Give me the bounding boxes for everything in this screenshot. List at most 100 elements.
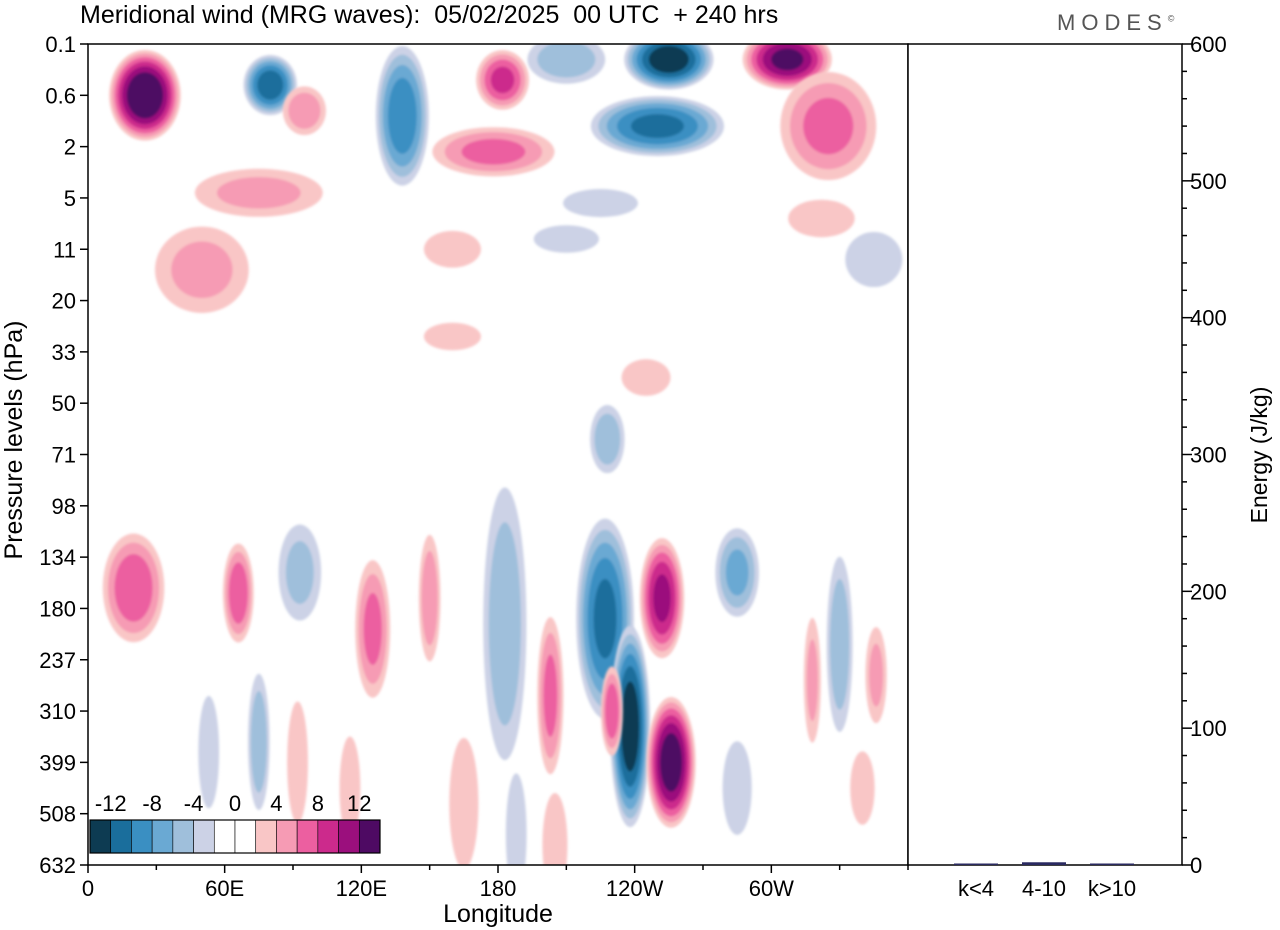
contour-blob [850, 751, 875, 825]
contour-level [250, 691, 267, 793]
pressure-tick-label: 310 [39, 699, 76, 724]
contour-level [423, 230, 481, 268]
contour-level [630, 114, 684, 139]
energy-bars [954, 862, 1134, 865]
contour-blob [375, 46, 429, 186]
colorbar-swatch [255, 819, 277, 854]
contour-blob [248, 673, 270, 811]
colorbar-label: 12 [347, 791, 371, 816]
contour-level [648, 45, 689, 73]
colorbar-label: -12 [95, 791, 127, 816]
pressure-axis-label: Pressure levels (hPa) [0, 321, 28, 560]
contour-blob [102, 533, 165, 643]
contour-level [490, 66, 515, 94]
contour-level [845, 231, 903, 288]
contour-level [537, 44, 596, 78]
longitude-tick-label: 120W [606, 876, 664, 901]
colorbar-swatch [131, 819, 153, 854]
wavenumber-label: k<4 [958, 876, 994, 901]
contour-level [449, 737, 479, 865]
contour-blob [423, 322, 481, 351]
contour-level [126, 72, 164, 119]
contour-blob [198, 695, 220, 809]
pressure-tick-label: 180 [39, 596, 76, 621]
contour-level [621, 359, 671, 396]
contour-blob [278, 524, 322, 621]
longitude-tick-label: 0 [82, 876, 94, 901]
contour-level [605, 683, 619, 739]
contour-level [869, 643, 884, 707]
contour-blob [432, 127, 555, 177]
contour-blob [590, 96, 725, 157]
wavenumber-label: 4-10 [1022, 876, 1066, 901]
longitude-axis: 0 60E 120E 180 120W 60W [82, 865, 909, 901]
contour-level [198, 695, 220, 809]
colorbar-label: -8 [142, 791, 162, 816]
energy-plot-frame [907, 43, 1183, 866]
contour-blob [243, 54, 297, 116]
pressure-axis: 0.1 0.6 2 5 11 20 33 50 71 98 134 180 237 310 399 508 63… [39, 32, 88, 878]
pressure-tick-label: 20 [52, 289, 76, 314]
contour-blob [287, 701, 308, 824]
contour-level [114, 554, 153, 622]
contour-blob [621, 359, 671, 396]
energy-axis: 0 100 200 300 400 500 600 [1182, 32, 1227, 878]
pressure-tick-label: 237 [39, 648, 76, 673]
pressure-tick-label: 50 [52, 391, 76, 416]
pressure-tick-label: 0.6 [45, 83, 76, 108]
colorbar-swatch [338, 819, 360, 854]
pressure-tick-label: 0.1 [45, 32, 76, 57]
contour-blob [418, 534, 441, 662]
contour-blob [624, 44, 714, 90]
colorbar-swatch [358, 819, 381, 854]
contour-blob [639, 538, 685, 659]
contour-level [621, 681, 640, 772]
pressure-tick-label: 33 [52, 340, 76, 365]
colorbar: -12 -8 -4 0 4 8 12 [89, 791, 381, 854]
pressure-tick-label: 632 [39, 853, 76, 878]
contour-blob [222, 543, 254, 643]
colorbar-swatch [172, 819, 194, 854]
energy-tick-label: 500 [1190, 169, 1227, 194]
energy-axis-label: Energy (J/kg) [1246, 387, 1272, 524]
wavenumber-label: k>10 [1088, 876, 1136, 901]
contour-blob [533, 225, 599, 253]
contour-blob [449, 737, 479, 865]
contour-level [563, 189, 638, 218]
colorbar-swatch [213, 819, 236, 854]
contour-level [594, 413, 621, 465]
energy-tick-label: 100 [1190, 716, 1227, 741]
pressure-tick-label: 134 [39, 545, 76, 570]
contour-level [288, 92, 321, 129]
contour-blob [537, 617, 564, 775]
energy-tick-label: 400 [1190, 306, 1227, 331]
colorbar-label: 0 [229, 791, 241, 816]
pressure-tick-label: 11 [53, 237, 76, 262]
longitude-tick-label: 180 [480, 876, 517, 901]
contour-blob [282, 86, 326, 136]
contour-level [803, 97, 854, 155]
contour-blob [563, 189, 638, 218]
colorbar-label: -4 [184, 791, 204, 816]
contour-blob [527, 44, 606, 84]
contour-level [505, 773, 527, 865]
contour-blob [600, 666, 623, 756]
longitude-tick-label: 60E [205, 876, 244, 901]
contour-blob [476, 50, 530, 110]
contour-level [339, 736, 361, 840]
contour-blob [788, 199, 855, 238]
brand-text: MODES [1057, 10, 1168, 35]
colorbar-swatch [317, 819, 339, 854]
contour-blob [590, 405, 625, 474]
colorbar-swatch [89, 819, 112, 854]
contour-blob [845, 231, 903, 288]
brand-logo: MODES© [1057, 10, 1174, 36]
contour-blob [803, 617, 821, 743]
contour-blob [722, 741, 752, 835]
contour-level [363, 593, 382, 665]
contour-blob [542, 792, 568, 865]
colorbar-label: 8 [312, 791, 324, 816]
longitude-tick-label: 60W [749, 876, 794, 901]
contour-blob [646, 696, 696, 828]
contour-level [421, 551, 438, 646]
